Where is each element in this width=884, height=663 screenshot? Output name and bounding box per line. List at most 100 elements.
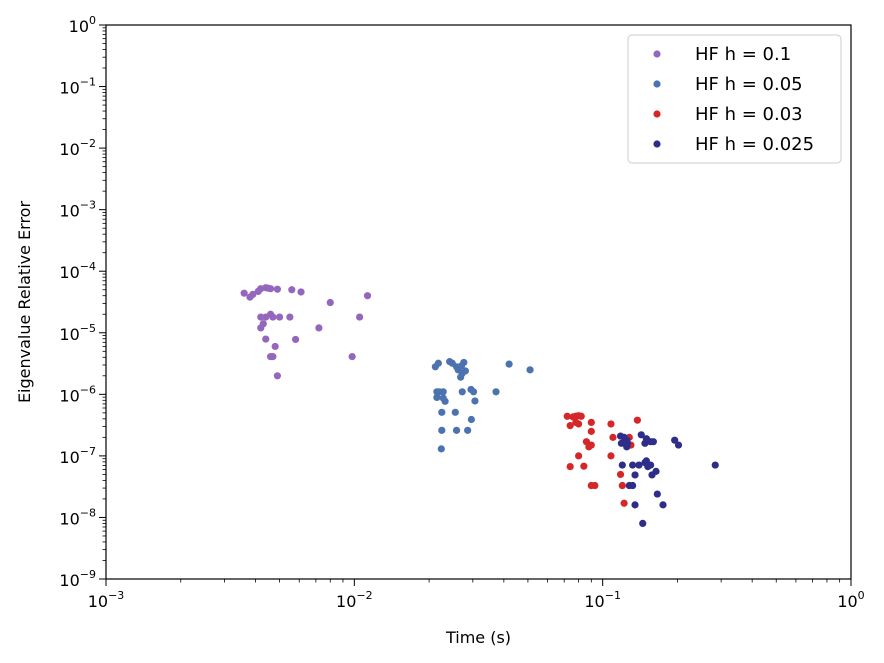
- data-point: [315, 324, 323, 332]
- data-point: [441, 397, 449, 405]
- y-axis-title: Eigenvalue Relative Error: [15, 201, 34, 404]
- legend-label-hf-0.025: HF h = 0.025: [695, 134, 814, 155]
- data-point: [348, 353, 356, 361]
- data-point: [607, 420, 615, 428]
- x-tick-label: 10−1: [584, 589, 621, 611]
- data-point: [580, 462, 588, 470]
- data-point: [631, 501, 639, 509]
- y-tick-label: 100: [69, 14, 96, 36]
- data-point: [653, 490, 661, 498]
- data-point: [618, 461, 626, 469]
- data-point: [356, 313, 364, 321]
- data-point: [257, 313, 265, 321]
- data-point: [631, 471, 639, 479]
- data-point: [639, 519, 647, 528]
- series-layer: [240, 284, 719, 528]
- data-point: [633, 416, 642, 424]
- data-point: [363, 292, 372, 300]
- x-axis-ticks: 10−3 10−2 10−1 100: [88, 579, 865, 611]
- legend-label-hf-0.05: HF h = 0.05: [695, 74, 803, 95]
- data-point: [434, 359, 442, 367]
- x-tick-label: 10−3: [88, 589, 125, 611]
- y-tick-label: 10−8: [59, 506, 96, 528]
- data-point: [505, 360, 513, 368]
- x-tick-label: 10−2: [336, 589, 373, 611]
- plot-frame: [105, 24, 852, 580]
- data-point: [469, 388, 478, 396]
- data-point: [288, 286, 296, 294]
- data-point: [269, 353, 277, 361]
- data-point: [269, 313, 277, 321]
- data-point: [460, 358, 468, 367]
- y-tick-label: 10−1: [59, 76, 96, 98]
- data-point: [591, 481, 599, 490]
- data-point: [326, 298, 334, 307]
- data-point: [618, 481, 626, 490]
- data-point: [648, 471, 656, 479]
- data-point: [461, 367, 469, 375]
- data-point: [433, 393, 441, 402]
- legend: HF h = 0.1 HF h = 0.05 HF h = 0.03 HF h …: [627, 34, 842, 164]
- data-point: [671, 436, 679, 444]
- legend-marker-hf-0.025: [653, 140, 661, 148]
- data-point: [273, 285, 281, 293]
- data-point: [649, 438, 657, 446]
- legend-marker-hf-0.05: [653, 80, 661, 88]
- data-point: [297, 288, 305, 296]
- data-point: [452, 426, 461, 434]
- data-point: [286, 313, 294, 321]
- data-point: [629, 461, 637, 469]
- data-point: [259, 320, 267, 328]
- y-tick-label: 10−3: [59, 199, 96, 221]
- data-point: [623, 443, 631, 451]
- y-axis-ticks: 10−9 10−8 10−7 10−6 10−5 10−4 10−3 10−2 10−1 100: [59, 14, 106, 590]
- data-point: [240, 289, 248, 297]
- legend-marker-hf-0.03: [653, 110, 661, 118]
- data-point: [526, 366, 534, 374]
- data-point: [273, 372, 281, 380]
- data-point: [674, 441, 683, 449]
- series-3: [616, 431, 719, 528]
- data-point: [437, 445, 445, 453]
- data-point: [587, 441, 595, 449]
- data-point: [438, 408, 446, 416]
- data-point: [458, 388, 466, 396]
- data-point: [617, 439, 626, 447]
- legend-marker-hf-0.1: [653, 50, 661, 58]
- data-point: [275, 313, 284, 321]
- data-point: [467, 415, 475, 424]
- data-point: [641, 439, 649, 447]
- legend-label-hf-0.1: HF h = 0.1: [695, 44, 791, 65]
- data-point: [637, 431, 645, 439]
- data-point: [439, 388, 447, 396]
- data-point: [262, 335, 270, 343]
- x-tick-label: 100: [837, 589, 864, 611]
- data-point: [464, 426, 472, 434]
- data-point: [438, 426, 446, 434]
- data-point: [620, 499, 628, 507]
- data-point: [587, 427, 595, 435]
- data-point: [642, 457, 651, 465]
- y-tick-label: 10−9: [59, 568, 96, 590]
- data-point: [609, 433, 617, 441]
- y-tick-label: 10−2: [59, 137, 96, 159]
- x-axis-title: Time (s): [445, 628, 511, 647]
- legend-box: [627, 34, 842, 164]
- data-point: [471, 397, 479, 405]
- data-point: [616, 470, 625, 479]
- data-point: [629, 481, 637, 490]
- series-1: [431, 358, 534, 453]
- series-0: [240, 284, 372, 380]
- data-point: [451, 408, 459, 416]
- data-point: [566, 422, 574, 430]
- y-tick-label: 10−6: [59, 383, 96, 405]
- data-point: [587, 418, 595, 426]
- data-point: [457, 373, 465, 381]
- legend-label-hf-0.03: HF h = 0.03: [695, 104, 803, 125]
- data-point: [711, 461, 719, 469]
- y-tick-label: 10−5: [59, 322, 96, 344]
- data-point: [566, 462, 574, 471]
- data-point: [659, 501, 667, 509]
- data-point: [563, 412, 571, 420]
